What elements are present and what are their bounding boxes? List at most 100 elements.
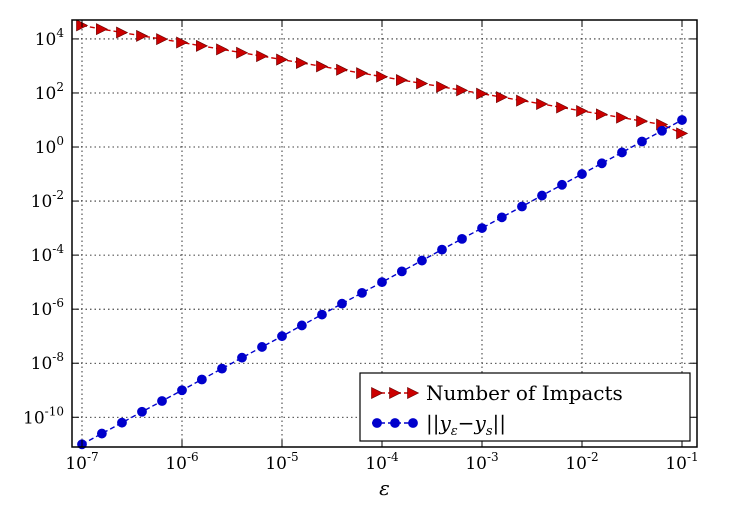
data-point: [236, 46, 249, 59]
series-0: [76, 19, 689, 140]
x-tick-base: 10: [265, 454, 287, 474]
data-point: [496, 212, 507, 223]
data-point: [137, 406, 147, 417]
data-point: [277, 331, 287, 342]
data-point: [157, 396, 167, 406]
y-tick-exponent: 0: [56, 134, 64, 148]
data-point: [456, 84, 469, 97]
data-point: [357, 288, 367, 298]
y-tick-label: 104: [35, 26, 65, 50]
x-tick-base: 10: [665, 454, 687, 474]
data-point: [296, 56, 309, 69]
legend-marker: [407, 387, 420, 399]
legend-label-error-norm: ||yε−ys||: [426, 411, 506, 439]
x-tick-label: 10-3: [465, 450, 498, 474]
y-tick-label: 10-10: [23, 404, 64, 428]
x-tick-label: 10-7: [65, 450, 98, 474]
data-point: [237, 352, 247, 363]
data-point: [496, 91, 509, 104]
data-point: [536, 98, 549, 111]
legend-marker: [389, 387, 402, 399]
data-point: [136, 29, 149, 42]
y-tick-base: 10: [31, 354, 53, 374]
data-point: [577, 169, 587, 179]
y-tick-label: 10-6: [31, 296, 64, 320]
legend-marker: [372, 418, 382, 428]
x-tick-label: 10-1: [665, 450, 698, 474]
legend-minus-y: −y: [458, 411, 487, 435]
legend-box: [359, 372, 691, 442]
data-point: [556, 101, 569, 114]
x-tick-exponent: -7: [87, 450, 99, 464]
data-point: [596, 108, 609, 121]
legend-sub-s: s: [486, 424, 493, 439]
x-axis-label: ε: [379, 476, 390, 500]
legend-marker: [371, 387, 384, 399]
data-point: [396, 266, 407, 277]
legend-markers-error-norm: [372, 418, 418, 428]
data-point: [676, 127, 689, 140]
y-tick-base: 10: [31, 300, 53, 320]
y-tick-label: 10-2: [31, 188, 64, 212]
legend-marker: [408, 418, 418, 428]
data-point: [316, 60, 329, 73]
data-point: [537, 190, 547, 201]
y-tick-label: 100: [35, 134, 64, 158]
x-tick-base: 10: [465, 454, 487, 474]
data-point: [516, 94, 529, 107]
x-tick-exponent: -4: [387, 450, 399, 464]
x-tick-base: 10: [165, 454, 187, 474]
data-point: [196, 374, 207, 385]
data-point: [256, 50, 269, 63]
x-tick-label: 10-6: [165, 450, 198, 474]
y-tick-label: 102: [35, 80, 64, 104]
data-point: [517, 201, 527, 212]
data-point: [617, 147, 627, 158]
y-tick-label: 10-4: [31, 242, 65, 266]
data-point: [557, 179, 567, 190]
series-1: [77, 115, 687, 450]
legend-sub-epsilon: ε: [451, 424, 458, 439]
x-tick-exponent: -2: [587, 450, 599, 464]
data-point: [437, 244, 447, 255]
data-point: [396, 74, 409, 87]
data-point: [677, 115, 687, 125]
y-tick-base: 10: [31, 246, 53, 266]
x-tick-base: 10: [65, 454, 87, 474]
y-tick-exponent: -8: [52, 350, 64, 364]
data-point: [196, 39, 209, 52]
x-tick-base: 10: [565, 454, 587, 474]
data-point: [637, 136, 647, 147]
data-point: [96, 428, 107, 439]
y-tick-exponent: 2: [56, 80, 64, 94]
data-point: [217, 363, 227, 374]
y-tick-label: 10-8: [31, 350, 64, 374]
legend-item-error-norm: ||yε−ys||: [372, 411, 506, 439]
data-point: [317, 309, 327, 320]
data-point: [476, 87, 489, 100]
y-tick-exponent: -2: [52, 188, 64, 202]
series-layer: [76, 19, 689, 450]
data-point: [417, 255, 427, 266]
data-point: [457, 233, 467, 244]
y-tick-base: 10: [35, 84, 57, 104]
x-tick-exponent: -1: [687, 450, 699, 464]
y-tick-base: 10: [35, 30, 57, 50]
data-point: [377, 277, 387, 288]
legend-marker: [390, 418, 400, 428]
data-point: [216, 43, 229, 56]
data-point: [276, 53, 289, 66]
data-point: [177, 385, 187, 396]
x-tick-exponent: -5: [287, 450, 299, 464]
data-point: [596, 158, 607, 169]
data-point: [416, 77, 429, 90]
x-tick-exponent: -3: [487, 450, 499, 464]
data-point: [576, 105, 589, 117]
y-tick-exponent: -10: [45, 404, 64, 418]
data-point: [116, 26, 129, 39]
data-point: [356, 67, 369, 80]
data-point: [376, 70, 389, 83]
